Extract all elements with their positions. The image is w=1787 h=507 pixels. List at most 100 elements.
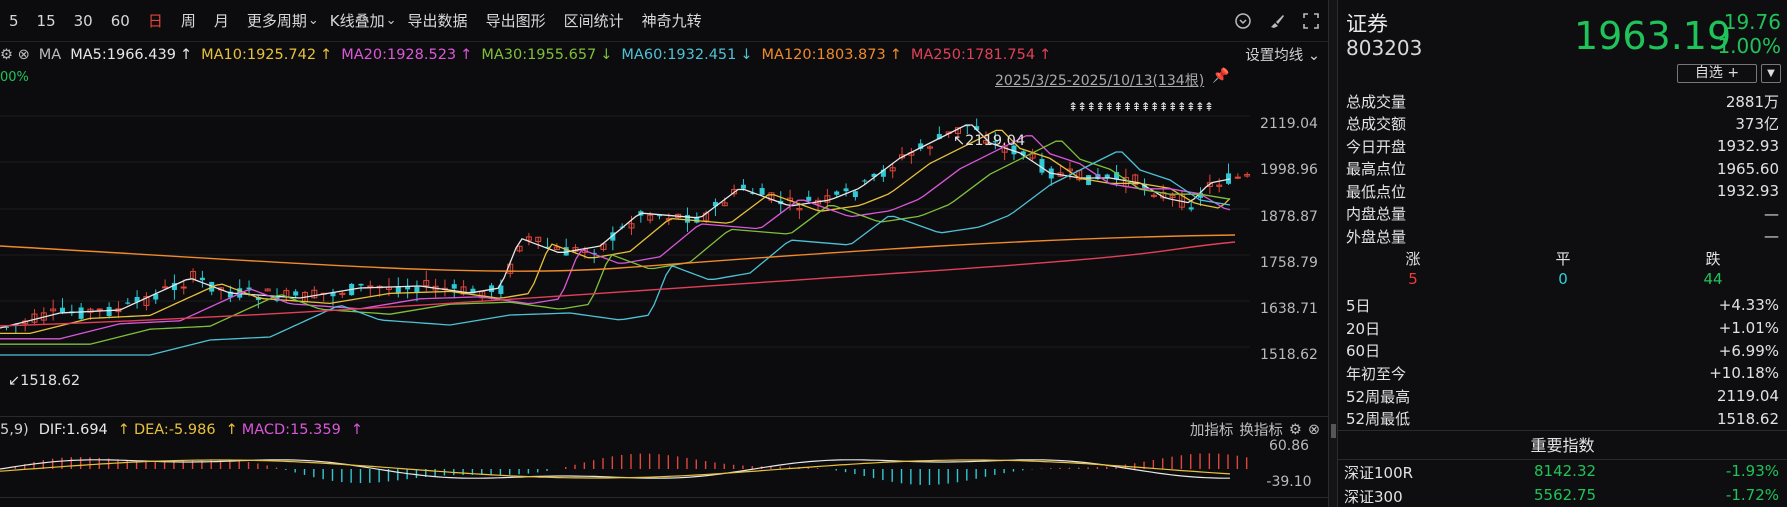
- candle-body: [59, 307, 65, 313]
- candle-body: [740, 184, 746, 189]
- macd-value: MACD:15.359: [241, 421, 341, 438]
- toolbar-item[interactable]: 月: [213, 12, 229, 30]
- perf-value: +6.99%: [1718, 341, 1779, 360]
- candle-body: [1020, 151, 1026, 156]
- toolbar-item[interactable]: K线叠加: [329, 12, 385, 30]
- up-count: 5: [1408, 270, 1418, 288]
- instrument-code: 803203: [1346, 36, 1423, 60]
- ma120-line: [0, 234, 1236, 272]
- quote-panel: 证券 803203 1963.19 -19.76 -1.00% 自选 + ▼ 总…: [1338, 0, 1787, 507]
- candle-body: [414, 286, 420, 294]
- index-name: 深证300: [1344, 488, 1403, 506]
- candle-body: [460, 286, 467, 295]
- macd-legend: 5,9) DIF:1.694 ↑ DEA:-5.986 ↑ MACD:15.35…: [0, 416, 1328, 442]
- candle-body: [553, 246, 560, 251]
- macd-arrow: ↑: [350, 421, 363, 438]
- toolbar-item[interactable]: 日: [147, 12, 163, 30]
- toolbar-item[interactable]: 15: [36, 11, 56, 30]
- candle-body: [1169, 195, 1176, 198]
- ma-line: [0, 135, 1231, 340]
- ma-trend-arrow: ↑: [460, 47, 473, 63]
- clock-settings-icon[interactable]: [1232, 10, 1254, 32]
- candle-body: [367, 285, 374, 288]
- candle-body: [1188, 207, 1194, 210]
- candle-body: [628, 223, 635, 229]
- instrument-name: 证券: [1346, 12, 1388, 36]
- candle-body: [125, 302, 131, 304]
- perf-row: 52周最高 2119.04: [1338, 385, 1787, 408]
- index-row[interactable]: 深证300 5562.75 -1.72%: [1338, 486, 1787, 507]
- macd-chart[interactable]: [0, 441, 1250, 497]
- gear-icon[interactable]: ⚙: [1288, 421, 1302, 438]
- switch-indicator-button[interactable]: 换指标: [1239, 423, 1283, 439]
- stat-key: 今日开盘: [1346, 137, 1407, 156]
- candle-body: [153, 293, 159, 300]
- set-ma-button[interactable]: 设置均线 ⌄: [1245, 48, 1320, 64]
- candle-body: [1104, 174, 1110, 178]
- pin-icon[interactable]: 📌: [1212, 68, 1230, 84]
- fullscreen-icon[interactable]: [1300, 10, 1322, 32]
- candle-body: [535, 236, 542, 243]
- chevron-down-icon[interactable]: ⌄: [385, 13, 397, 28]
- add-indicator-button[interactable]: 加指标: [1189, 423, 1234, 439]
- toolbar-item[interactable]: 导出图形: [485, 12, 546, 30]
- low-marker-label: ↙1518.62: [8, 373, 81, 389]
- candle-body: [936, 134, 942, 139]
- brush-icon[interactable]: [1266, 10, 1288, 32]
- stat-value: 1932.93: [1716, 137, 1779, 156]
- candle-body: [498, 285, 504, 294]
- toolbar-item[interactable]: 导出数据: [407, 12, 468, 30]
- candle-body: [171, 283, 177, 291]
- ma-settings-icon[interactable]: ⚙ ⊗: [0, 47, 30, 63]
- toolbar-item[interactable]: 周: [180, 12, 196, 30]
- candle-body: [1011, 145, 1017, 155]
- candle-body: [180, 286, 187, 289]
- perf-row: 52周最低 1518.62: [1338, 407, 1787, 430]
- index-pct: -1.93%: [1725, 462, 1779, 480]
- macd-tools: 加指标 换指标 ⚙ ⊗: [1190, 419, 1320, 440]
- ma-value: MA5:1966.439: [70, 47, 176, 63]
- candle-body: [50, 308, 57, 312]
- chart-pane[interactable]: 5 15 30 60 日周月更多周期 ⌄ K线叠加 ⌄ 导出数据 导出图形 区间统计 神奇九转 ⚙ ⊗…: [0, 0, 1328, 507]
- toolbar-item[interactable]: 5: [9, 11, 19, 30]
- toolbar-item[interactable]: 60: [110, 11, 130, 30]
- candle-body: [1226, 173, 1232, 184]
- stat-value: 2881万: [1725, 92, 1779, 111]
- candlestick-chart[interactable]: [0, 88, 1250, 414]
- dif-line: [0, 459, 1230, 479]
- chevron-down-icon[interactable]: ⌄: [307, 13, 319, 28]
- ma-trend-arrow: ↓: [740, 47, 753, 63]
- add-watchlist-button[interactable]: 自选 +: [1677, 64, 1757, 83]
- toolbar-item[interactable]: 区间统计: [563, 12, 624, 30]
- toolbar-item[interactable]: 30: [73, 11, 93, 30]
- candle-body: [134, 296, 140, 303]
- candle-body: [824, 195, 831, 203]
- change-value: -19.76: [1716, 10, 1781, 34]
- panel-splitter[interactable]: [1328, 0, 1338, 507]
- toolbar-item[interactable]: 更多周期: [246, 12, 307, 30]
- ma-trend-arrow: ↑: [889, 47, 902, 63]
- perf-key: 60日: [1346, 342, 1381, 361]
- ma-legend-item: MA5:1966.439 ↑: [70, 47, 192, 63]
- index-row[interactable]: 深证100R 8142.32 -1.93%: [1338, 462, 1787, 486]
- period-performance: 5日 +4.33% 20日 +1.01% 60日 +6.99% 年初至今 +10.18% 52周…: [1338, 294, 1787, 430]
- watchlist-dropdown-icon[interactable]: ▼: [1761, 64, 1781, 83]
- candle-body: [796, 207, 803, 211]
- candle-body: [339, 292, 346, 295]
- splitter-grip[interactable]: [1331, 424, 1336, 438]
- ma-value: MA30:1955.657: [481, 47, 597, 63]
- stat-key: 总成交量: [1346, 92, 1407, 111]
- close-icon[interactable]: ⊗: [1307, 421, 1320, 438]
- candle-body: [246, 287, 252, 290]
- candle-body: [656, 215, 662, 217]
- candle-body: [750, 192, 756, 194]
- ma-value: MA10:1925.742: [201, 47, 317, 63]
- toolbar-item[interactable]: 神奇九转: [641, 12, 702, 30]
- index-value: 5562.75: [1534, 486, 1597, 504]
- perf-key: 20日: [1346, 319, 1381, 338]
- candle-body: [1198, 192, 1204, 198]
- flat-label: 平: [1555, 250, 1571, 268]
- high-marker-label: ↖2119.04: [953, 133, 1026, 149]
- candle-body: [489, 285, 495, 293]
- date-range-label[interactable]: 2025/3/25-2025/10/13(134根): [995, 73, 1205, 89]
